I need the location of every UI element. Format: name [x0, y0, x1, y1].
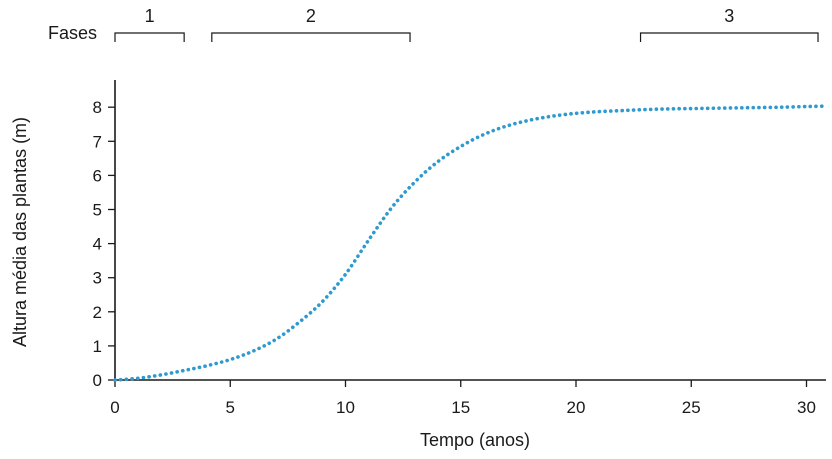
phase-bracket [639, 32, 819, 42]
phase-label: 3 [724, 6, 734, 26]
y-tick-label: 2 [93, 303, 102, 322]
phase-bracket [114, 32, 185, 42]
x-tick-label: 30 [797, 398, 816, 417]
y-tick-label: 4 [93, 235, 102, 254]
x-tick-label: 15 [451, 398, 470, 417]
y-tick-label: 7 [93, 132, 102, 151]
y-tick-label: 3 [93, 269, 102, 288]
x-tick-label: 5 [226, 398, 235, 417]
phases-group: Fases 1 2 3 [48, 6, 819, 43]
y-tick-label: 1 [93, 337, 102, 356]
y-tick-label: 6 [93, 166, 102, 185]
phase-label: 2 [306, 6, 316, 26]
x-axis-label: Tempo (anos) [420, 430, 530, 450]
ticks-group: 0 1 2 3 4 5 6 7 8 0 5 10 15 20 25 30 [93, 98, 816, 417]
x-tick-label: 25 [682, 398, 701, 417]
y-axis-label: Altura média das plantas (m) [10, 117, 30, 347]
phases-title: Fases [48, 23, 97, 43]
x-tick-label: 20 [567, 398, 586, 417]
axes-group [114, 80, 826, 381]
y-tick-label: 5 [93, 201, 102, 220]
series-group [113, 104, 825, 382]
x-tick-label: 10 [336, 398, 355, 417]
y-tick-label: 0 [93, 371, 102, 390]
phase-label: 1 [145, 6, 155, 26]
x-tick-label: 0 [110, 398, 119, 417]
phase-bracket [211, 32, 411, 42]
y-tick-label: 8 [93, 98, 102, 117]
series-line [113, 104, 825, 382]
